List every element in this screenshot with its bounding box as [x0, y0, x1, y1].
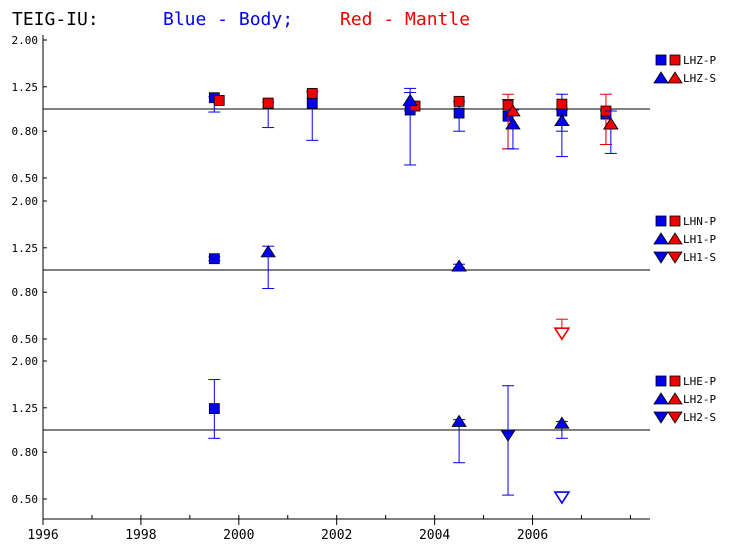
panel-n-legend-label: LHN-P	[683, 215, 716, 228]
panel-z-mantle-square-point	[213, 95, 225, 106]
panel-e-legend-body-square-icon	[655, 375, 667, 387]
panel-e-legend-body-triangle-up-icon	[653, 392, 669, 405]
panel-e-body-square-point	[208, 403, 220, 414]
panel-z-ytick-label: 0.50	[12, 172, 39, 185]
panel-z-legend-mantle-triangle-up-icon	[667, 71, 683, 84]
panel-z-ytick-label: 0.80	[12, 125, 39, 138]
panel-e-body-triangle-up-point	[451, 414, 467, 427]
panel-e-body-triangle-down-point	[553, 491, 571, 505]
panel-e-body-triangle-up-point	[554, 416, 570, 429]
panel-n-ytick-label: 2.00	[12, 195, 39, 208]
x-tick-label: 2002	[321, 528, 352, 543]
panel-e-legend-label: LH2-P	[683, 393, 716, 406]
panel-n-legend-label: LH1-P	[683, 233, 716, 246]
panel-n-legend-label: LH1-S	[683, 251, 716, 264]
panel-n-ytick-label: 0.80	[12, 286, 39, 299]
panel-z-legend-body-square-icon	[655, 54, 667, 66]
panel-z-ytick-label: 1.25	[12, 81, 39, 94]
panel-z-body-triangle-up-point	[402, 93, 418, 106]
panel-n-mantle-triangle-down-point	[553, 327, 571, 341]
panel-e-legend-label: LH2-S	[683, 411, 716, 424]
panel-e-legend-mantle-square-icon	[669, 375, 681, 387]
panel-n-body-square-point	[208, 253, 220, 265]
x-tick-label: 2004	[419, 528, 450, 543]
panel-z-body-square-point	[306, 97, 318, 109]
blue-body-caption: Blue - Body;	[163, 9, 293, 30]
panel-e-ytick-label: 2.00	[12, 355, 39, 368]
panel-n-ytick-label: 0.50	[12, 333, 39, 346]
panel-e-ytick-label: 0.80	[12, 446, 39, 459]
panel-n-body-triangle-up-point	[260, 245, 276, 258]
panel-z-mantle-triangle-up-point	[603, 117, 619, 130]
panel-z-mantle-square-point	[556, 98, 568, 110]
panel-n-legend-mantle-triangle-up-icon	[667, 232, 683, 245]
x-tick-label: 2000	[223, 528, 254, 543]
red-mantle-caption: Red - Mantle	[340, 9, 470, 30]
panel-z-legend-mantle-square-icon	[669, 54, 681, 66]
panel-e-ytick-label: 0.50	[12, 493, 39, 506]
panel-z-ytick-label: 2.00	[12, 34, 39, 47]
panel-n-legend-mantle-square-icon	[669, 215, 681, 227]
panel-z-body-square-point	[453, 107, 465, 119]
panel-z-body-triangle-up-point	[554, 113, 570, 127]
panel-z-legend-body-triangle-up-icon	[653, 71, 669, 84]
panel-n-ytick-label: 1.25	[12, 242, 39, 255]
x-tick-label: 2006	[517, 528, 548, 543]
panel-z-mantle-square-point	[453, 95, 465, 107]
panel-z-mantle-square-point	[262, 97, 274, 109]
panel-e-legend-label: LHE-P	[683, 375, 716, 388]
panel-n-legend-body-triangle-up-icon	[653, 232, 669, 245]
x-tick-label: 1996	[27, 528, 58, 543]
panel-n-legend-body-square-icon	[655, 215, 667, 227]
panel-e-legend-mantle-triangle-up-icon	[667, 392, 683, 405]
station-title: TEIG-IU:	[12, 9, 99, 30]
panel-e-ytick-label: 1.25	[12, 402, 39, 415]
panel-e-legend-body-triangle-down-icon	[653, 411, 669, 424]
panel-z-body-triangle-up-point	[505, 117, 521, 130]
panel-e-body-triangle-down-point	[500, 429, 516, 442]
panel-z-mantle-square-point	[306, 87, 318, 99]
plot-area: 0.50 0.80 1.25 2.00 LHZ-P LHZ-S 0.50 0.80 1.25 2.…	[12, 34, 717, 543]
panel-z-legend-label: LHZ-S	[683, 72, 716, 85]
panel-n-legend-mantle-triangle-down-icon	[667, 251, 683, 264]
panel-z-mantle-triangle-up-point	[505, 104, 521, 117]
x-tick-label: 1998	[125, 528, 156, 543]
panel-n-legend-body-triangle-down-icon	[653, 251, 669, 264]
panel-n-body-triangle-up-point	[451, 259, 467, 272]
panel-e-legend-mantle-triangle-down-icon	[667, 411, 683, 424]
panel-z-legend-label: LHZ-P	[683, 54, 716, 67]
